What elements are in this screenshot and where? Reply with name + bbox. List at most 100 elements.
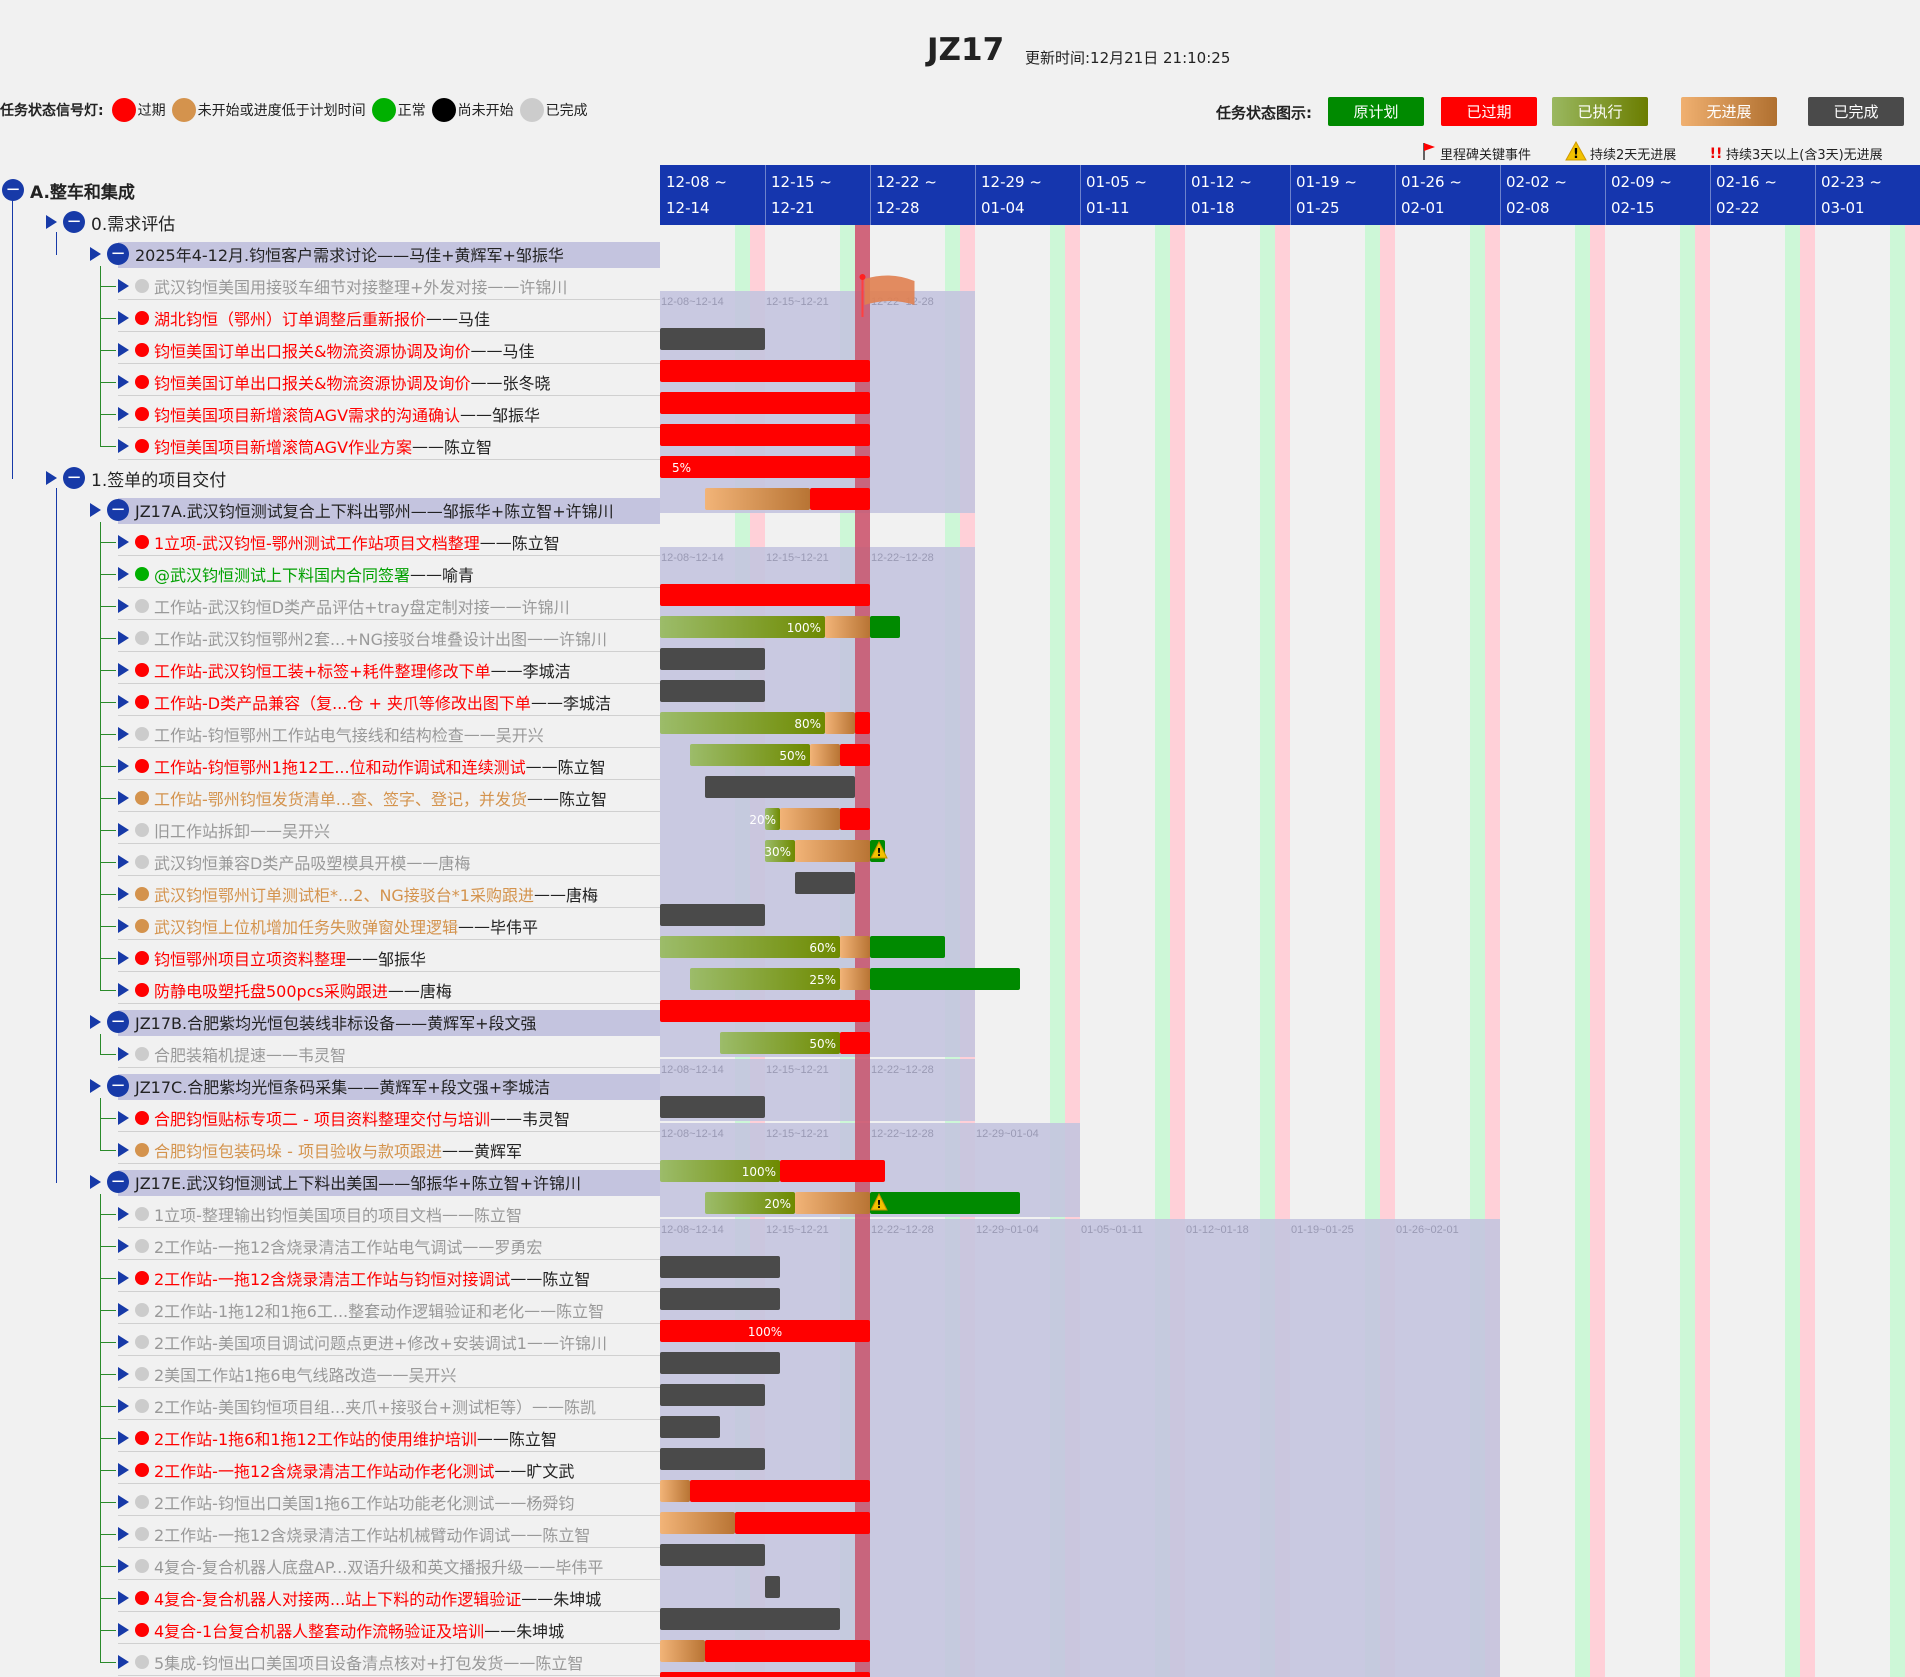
expand-arrow-icon[interactable] <box>118 855 129 869</box>
expand-arrow-icon[interactable] <box>118 1399 129 1413</box>
task-row[interactable]: 2工作站-1拖6和1拖12工作站的使用维护培训 —— 陈立智 <box>118 1424 557 1452</box>
task-row[interactable]: 2工作站-美国项目调试问题点更进+修改+安装调试1 —— 许锦川 <box>118 1328 607 1356</box>
expand-arrow-icon[interactable] <box>118 1527 129 1541</box>
task-row[interactable]: 合肥钧恒包装码垛 - 项目验收与款项跟进 —— 黄辉军 <box>118 1136 522 1164</box>
collapse-icon[interactable]: − <box>107 1171 129 1193</box>
task-row[interactable]: 2工作站-美国钧恒项目组...夹爪+接驳台+测试柜等） —— 陈凯 <box>118 1392 596 1420</box>
expand-arrow-icon[interactable] <box>118 535 129 549</box>
collapse-icon[interactable]: − <box>2 179 24 201</box>
group-row[interactable]: −1.签单的项目交付 <box>46 464 226 492</box>
expand-arrow-icon[interactable] <box>118 759 129 773</box>
task-row[interactable]: 1立项-整理输出钧恒美国项目的项目文档 —— 陈立智 <box>118 1200 522 1228</box>
task-row[interactable]: 工作站-D类产品兼容（复...仓 + 夹爪等修改出图下单 —— 李城洁 <box>118 688 611 716</box>
collapse-icon[interactable]: − <box>107 1075 129 1097</box>
expand-arrow-icon[interactable] <box>90 1015 101 1029</box>
task-row[interactable]: 工作站-钧恒鄂州工作站电气接线和结构检查 —— 吴开兴 <box>118 720 544 748</box>
task-row[interactable]: 5集成-钧恒出口美国项目设备清点核对+打包发货 —— 陈立智 <box>118 1648 583 1676</box>
expand-arrow-icon[interactable] <box>118 1271 129 1285</box>
root-row[interactable]: − A.整车和集成 <box>2 176 135 204</box>
expand-arrow-icon[interactable] <box>90 1079 101 1093</box>
expand-arrow-icon[interactable] <box>118 1559 129 1573</box>
expand-arrow-icon[interactable] <box>118 1495 129 1509</box>
expand-arrow-icon[interactable] <box>46 471 57 485</box>
collapse-icon[interactable]: − <box>63 467 85 489</box>
task-row[interactable]: 2工作站-一拖12含烧录清洁工作站与钧恒对接调试 —— 陈立智 <box>118 1264 590 1292</box>
collapse-icon[interactable]: − <box>107 243 129 265</box>
task-row[interactable]: 工作站-鄂州钧恒发货清单...查、签字、登记，并发货 —— 陈立智 <box>118 784 607 812</box>
expand-arrow-icon[interactable] <box>118 1047 129 1061</box>
expand-arrow-icon[interactable] <box>118 663 129 677</box>
group-row[interactable]: −0.需求评估 <box>46 208 175 236</box>
expand-arrow-icon[interactable] <box>118 1239 129 1253</box>
expand-arrow-icon[interactable] <box>118 1463 129 1477</box>
task-row[interactable]: 2工作站-一拖12含烧录清洁工作站电气调试 —— 罗勇宏 <box>118 1232 542 1260</box>
task-row[interactable]: 钧恒美国订单出口报关&物流资源协调及询价 —— 张冬晓 <box>118 368 551 396</box>
expand-arrow-icon[interactable] <box>90 1175 101 1189</box>
expand-arrow-icon[interactable] <box>118 919 129 933</box>
task-row[interactable]: 2工作站-1拖12和1拖6工...整套动作逻辑验证和老化 —— 陈立智 <box>118 1296 604 1324</box>
expand-arrow-icon[interactable] <box>118 1623 129 1637</box>
task-row[interactable]: 武汉钧恒鄂州订单测试柜*...2、NG接驳台*1采购跟进 —— 唐梅 <box>118 880 598 908</box>
expand-arrow-icon[interactable] <box>118 983 129 997</box>
task-row[interactable]: 湖北钧恒（鄂州）订单调整后重新报价 —— 马佳 <box>118 304 490 332</box>
project-row[interactable]: − JZ17C.合肥紫均光恒条码采集——黄辉军+段文强+李城洁 <box>90 1072 550 1100</box>
task-row[interactable]: 4复合-复合机器人对接两...站上下料的动作逻辑验证 —— 朱坤城 <box>118 1584 601 1612</box>
task-row[interactable]: 1立项-武汉钧恒-鄂州测试工作站项目文档整理 —— 陈立智 <box>118 528 560 556</box>
expand-arrow-icon[interactable] <box>118 1367 129 1381</box>
task-row[interactable]: 工作站-武汉钧恒鄂州2套...+NG接驳台堆叠设计出图 —— 许锦川 <box>118 624 607 652</box>
expand-arrow-icon[interactable] <box>118 407 129 421</box>
expand-arrow-icon[interactable] <box>46 215 57 229</box>
expand-arrow-icon[interactable] <box>118 695 129 709</box>
task-row[interactable]: 武汉钧恒兼容D类产品吸塑模具开模 —— 唐梅 <box>118 848 470 876</box>
collapse-icon[interactable]: − <box>107 499 129 521</box>
expand-arrow-icon[interactable] <box>90 503 101 517</box>
task-row[interactable]: 武汉钧恒美国用接驳车细节对接整理+外发对接 —— 许锦川 <box>118 272 567 300</box>
task-row[interactable]: 4复合-1台复合机器人整套动作流畅验证及培训 —— 朱坤城 <box>118 1616 564 1644</box>
task-row[interactable]: 钧恒美国订单出口报关&物流资源协调及询价 —— 马佳 <box>118 336 535 364</box>
task-row[interactable]: 旧工作站拆卸 —— 吴开兴 <box>118 816 330 844</box>
task-row[interactable]: 4复合-复合机器人底盘AP...双语升级和英文播报升级 —— 毕伟平 <box>118 1552 603 1580</box>
expand-arrow-icon[interactable] <box>118 1431 129 1445</box>
project-row[interactable]: −2025年4-12月.钧恒客户需求讨论——马佳+黄辉军+邹振华 <box>90 240 564 268</box>
task-row[interactable]: 钧恒美国项目新增滚筒AGV作业方案 —— 陈立智 <box>118 432 492 460</box>
expand-arrow-icon[interactable] <box>118 727 129 741</box>
expand-arrow-icon[interactable] <box>118 439 129 453</box>
task-row[interactable]: 合肥钧恒贴标专项二 - 项目资料整理交付与培训 —— 韦灵智 <box>118 1104 570 1132</box>
expand-arrow-icon[interactable] <box>90 247 101 261</box>
project-row[interactable]: − JZ17A.武汉钧恒测试复合上下料出鄂州——邹振华+陈立智+许锦川 <box>90 496 614 524</box>
task-row[interactable]: 工作站-武汉钧恒D类产品评估+tray盘定制对接 —— 许锦川 <box>118 592 570 620</box>
expand-arrow-icon[interactable] <box>118 951 129 965</box>
task-row[interactable]: 工作站-钧恒鄂州1拖12工...位和动作调试和连续测试 —— 陈立智 <box>118 752 606 780</box>
expand-arrow-icon[interactable] <box>118 1655 129 1669</box>
expand-arrow-icon[interactable] <box>118 279 129 293</box>
expand-arrow-icon[interactable] <box>118 823 129 837</box>
expand-arrow-icon[interactable] <box>118 311 129 325</box>
expand-arrow-icon[interactable] <box>118 1207 129 1221</box>
task-row[interactable]: 2工作站-一拖12含烧录清洁工作站动作老化测试 —— 旷文武 <box>118 1456 574 1484</box>
task-row[interactable]: 钧恒美国项目新增滚筒AGV需求的沟通确认 —— 邹振华 <box>118 400 540 428</box>
expand-arrow-icon[interactable] <box>118 791 129 805</box>
expand-arrow-icon[interactable] <box>118 567 129 581</box>
project-row[interactable]: − JZ17B.合肥紫均光恒包装线非标设备——黄辉军+段文强 <box>90 1008 537 1036</box>
task-row[interactable]: @武汉钧恒测试上下料国内合同签署 —— 喻青 <box>118 560 474 588</box>
task-row[interactable]: 武汉钧恒上位机增加任务失败弹窗处理逻辑 —— 毕伟平 <box>118 912 538 940</box>
expand-arrow-icon[interactable] <box>118 1591 129 1605</box>
task-row[interactable]: 工作站-武汉钧恒工装+标签+耗件整理修改下单 —— 李城洁 <box>118 656 571 684</box>
collapse-icon[interactable]: − <box>63 211 85 233</box>
collapse-icon[interactable]: − <box>107 1011 129 1033</box>
task-row[interactable]: 防静电吸塑托盘500pcs采购跟进 —— 唐梅 <box>118 976 452 1004</box>
expand-arrow-icon[interactable] <box>118 1303 129 1317</box>
expand-arrow-icon[interactable] <box>118 1111 129 1125</box>
expand-arrow-icon[interactable] <box>118 375 129 389</box>
expand-arrow-icon[interactable] <box>118 343 129 357</box>
expand-arrow-icon[interactable] <box>118 1143 129 1157</box>
expand-arrow-icon[interactable] <box>118 599 129 613</box>
task-row[interactable]: 2美国工作站1拖6电气线路改造 —— 吴开兴 <box>118 1360 457 1388</box>
task-row[interactable]: 2工作站-钧恒出口美国1拖6工作站功能老化测试 —— 杨舜钧 <box>118 1488 574 1516</box>
expand-arrow-icon[interactable] <box>118 631 129 645</box>
task-row[interactable]: 钧恒鄂州项目立项资料整理 —— 邹振华 <box>118 944 426 972</box>
task-row[interactable]: 合肥装箱机提速 —— 韦灵智 <box>118 1040 346 1068</box>
expand-arrow-icon[interactable] <box>118 1335 129 1349</box>
project-row[interactable]: − JZ17E.武汉钧恒测试上下料出美国——邹振华+陈立智+许锦川 <box>90 1168 581 1196</box>
expand-arrow-icon[interactable] <box>118 887 129 901</box>
